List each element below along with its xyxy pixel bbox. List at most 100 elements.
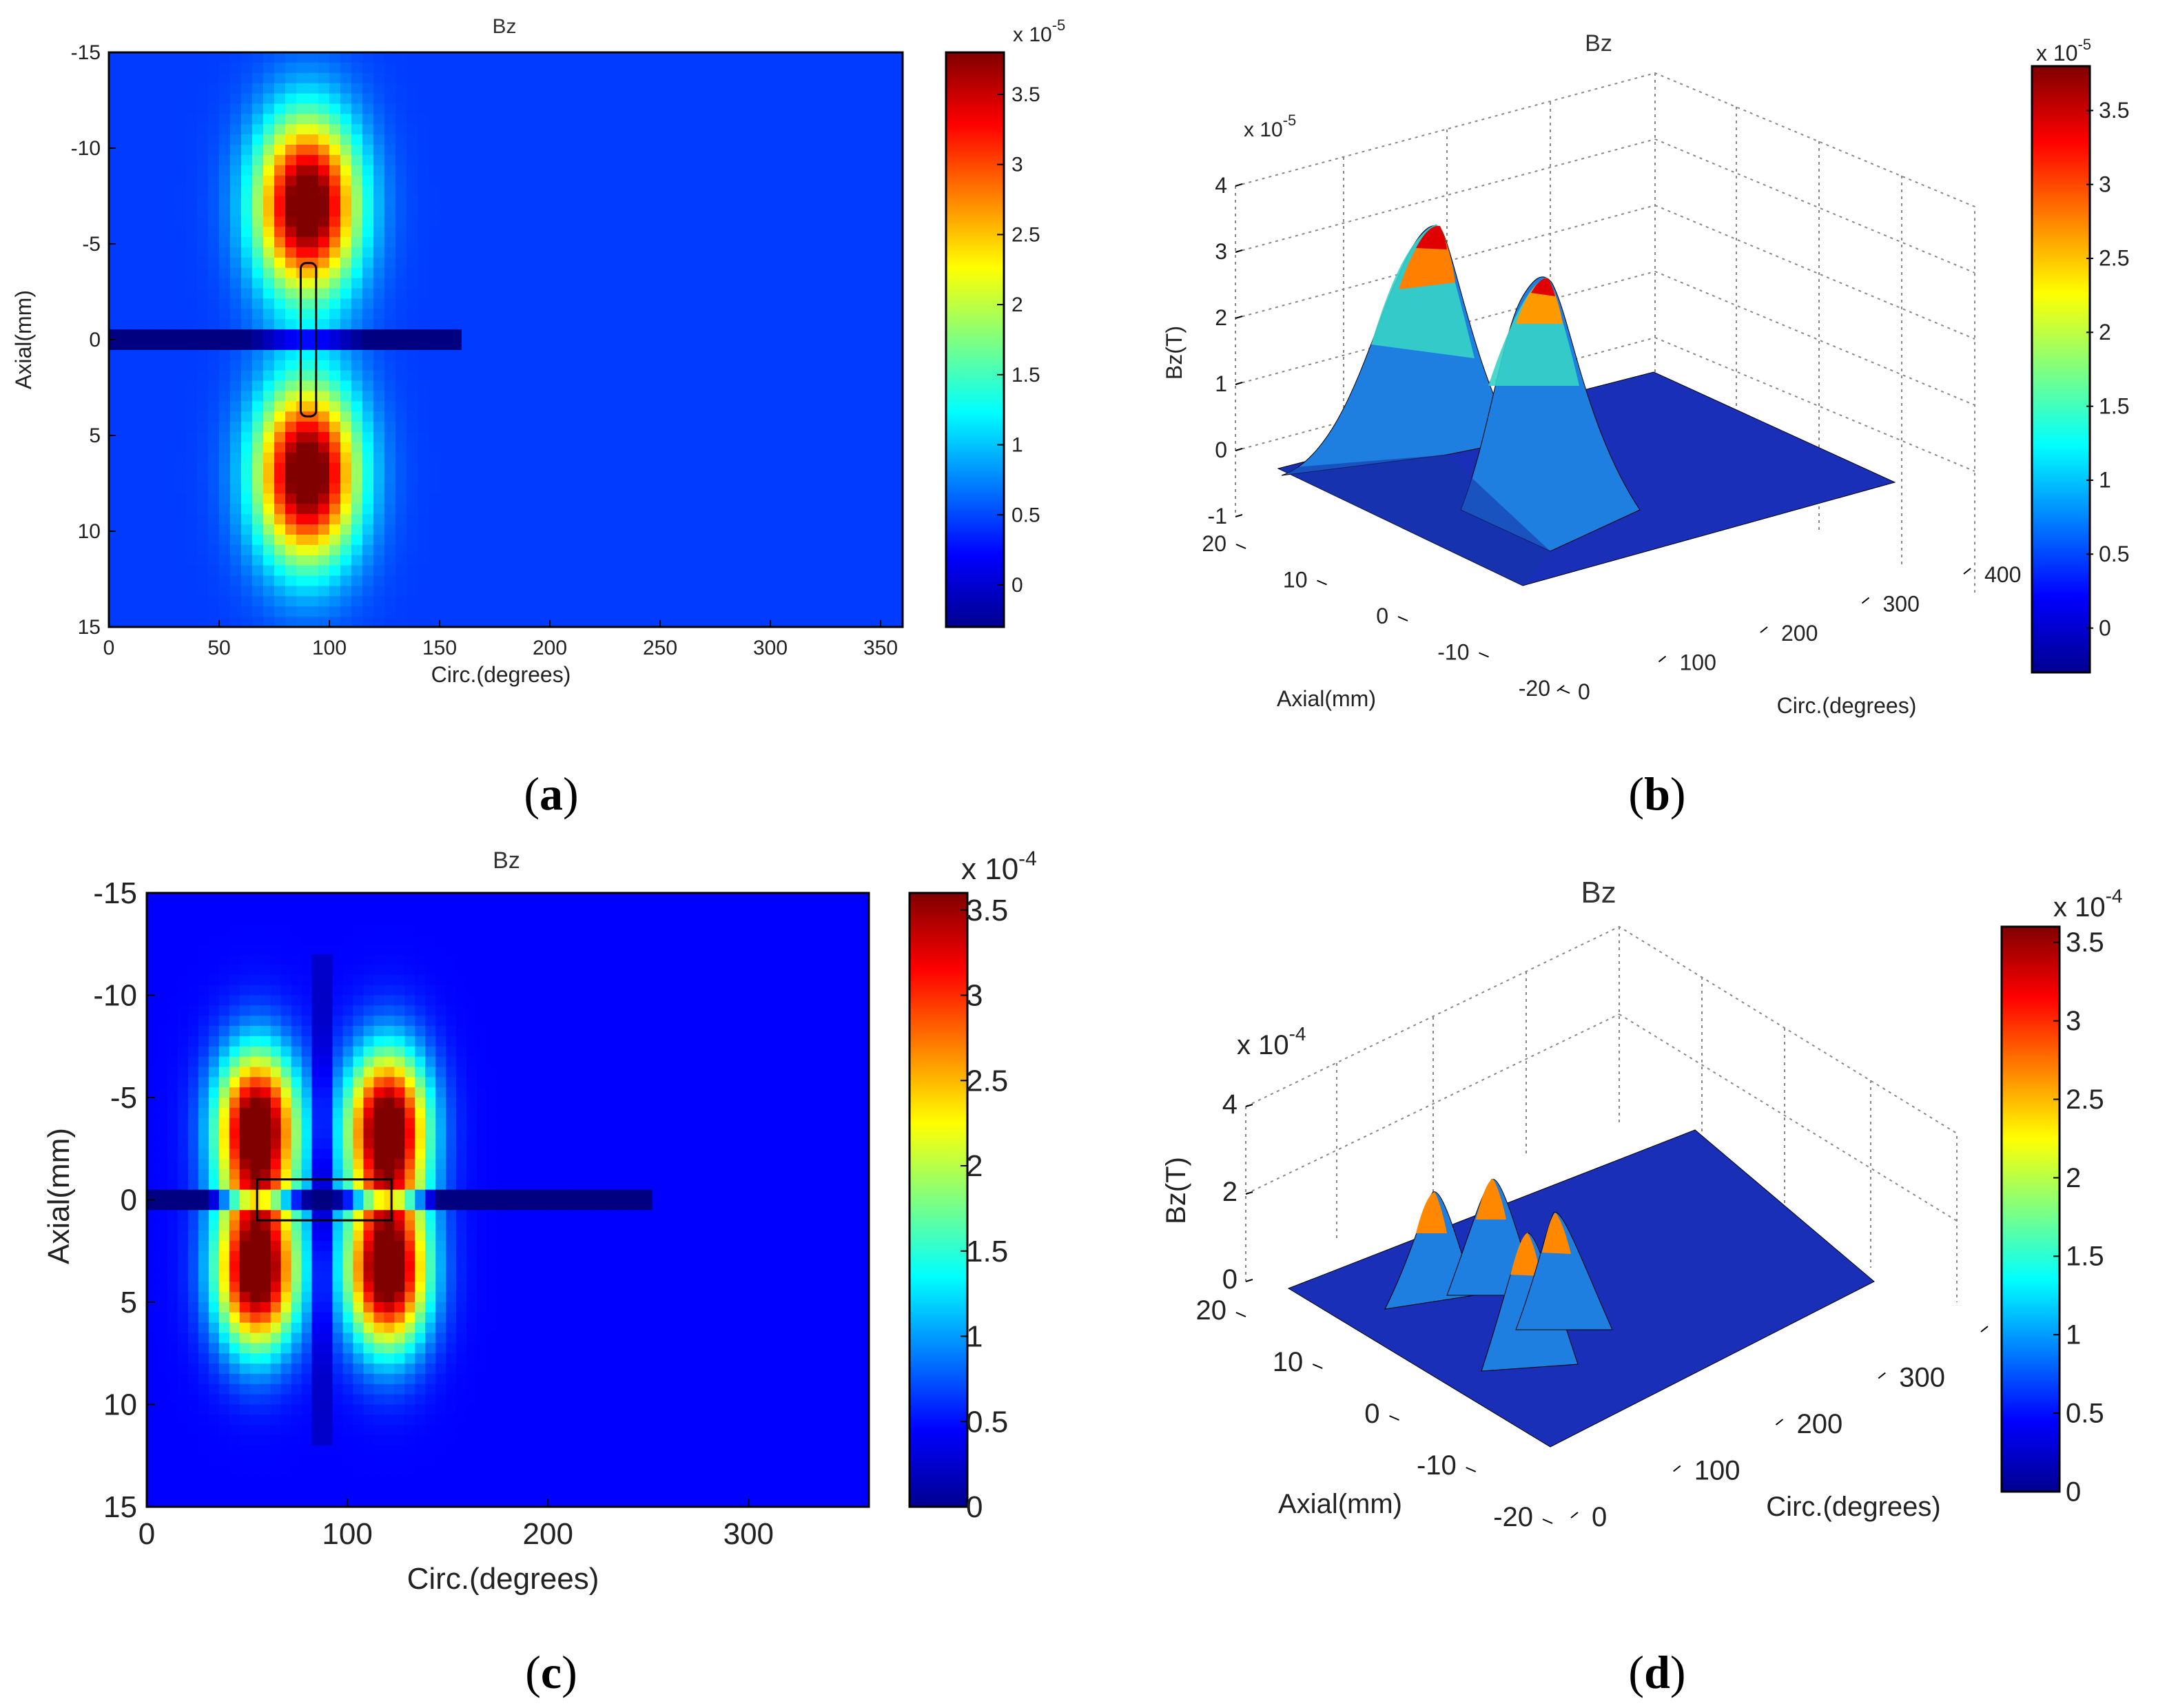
a-heat-cell bbox=[473, 154, 484, 166]
a-heat-cell bbox=[836, 514, 848, 525]
c-heat-cell bbox=[404, 1005, 416, 1016]
a-heat-cell bbox=[473, 278, 484, 289]
a-heat-cell bbox=[848, 329, 859, 340]
a-heat-cell bbox=[142, 83, 154, 94]
a-heat-cell bbox=[726, 165, 738, 176]
a-heat-cell bbox=[186, 411, 198, 422]
a-heat-cell bbox=[362, 145, 374, 156]
a-heat-cell bbox=[131, 72, 143, 84]
a-heat-cell bbox=[660, 165, 672, 176]
a-heat-cell bbox=[362, 360, 374, 371]
a-heat-cell bbox=[638, 319, 650, 330]
c-heat-cell bbox=[322, 974, 333, 986]
a-heat-cell bbox=[693, 462, 705, 474]
a-heat-cell bbox=[737, 257, 749, 269]
a-heat-cell bbox=[704, 514, 716, 525]
c-heat-cell bbox=[322, 1005, 333, 1016]
a-heat-cell bbox=[285, 227, 297, 238]
a-heat-cell bbox=[859, 340, 870, 351]
a-heat-cell bbox=[495, 206, 506, 218]
a-heat-cell bbox=[737, 401, 749, 413]
a-heat-cell bbox=[484, 340, 495, 351]
a-heat-cell bbox=[881, 319, 892, 330]
a-heat-cell bbox=[318, 462, 330, 474]
a-heat-cell bbox=[517, 185, 528, 197]
a-heat-cell bbox=[561, 206, 573, 218]
a-heat-cell bbox=[329, 93, 341, 105]
a-heat-cell bbox=[329, 309, 341, 320]
a-heat-cell bbox=[208, 483, 220, 495]
a-heat-cell bbox=[418, 175, 429, 187]
a-heat-cell bbox=[759, 606, 771, 617]
a-heat-cell bbox=[362, 391, 374, 402]
a-heat-cell bbox=[572, 565, 584, 577]
a-heat-cell bbox=[528, 340, 540, 351]
a-heat-cell bbox=[704, 452, 716, 464]
a-heat-cell bbox=[484, 380, 495, 392]
a-heat-cell bbox=[693, 391, 705, 402]
c-heat-cell bbox=[177, 913, 189, 925]
a-heat-cell bbox=[748, 586, 760, 597]
a-heat-cell bbox=[605, 237, 617, 248]
a-heat-cell bbox=[351, 114, 363, 125]
a-heat-cell bbox=[164, 401, 176, 413]
c-heat-cell bbox=[693, 1005, 705, 1016]
a-heat-cell bbox=[671, 391, 683, 402]
a-heat-cell bbox=[836, 124, 848, 135]
a-heat-cell bbox=[638, 411, 650, 422]
c-heat-cell bbox=[466, 995, 477, 1007]
a-heat-cell bbox=[208, 462, 220, 474]
c-heat-cell bbox=[621, 923, 633, 935]
a-heat-cell bbox=[142, 227, 154, 238]
c-heat-cell bbox=[353, 923, 364, 935]
c-heat-cell bbox=[291, 934, 302, 945]
a-heat-cell bbox=[285, 309, 297, 320]
a-heat-cell bbox=[252, 154, 264, 166]
a-heat-cell bbox=[649, 401, 661, 413]
a-heat-cell bbox=[142, 586, 154, 597]
a-heat-cell bbox=[748, 247, 760, 258]
a-heat-cell bbox=[208, 165, 220, 176]
a-heat-cell bbox=[770, 83, 782, 94]
a-heat-cell bbox=[495, 185, 506, 197]
a-heat-cell bbox=[109, 227, 121, 238]
c-heat-cell bbox=[579, 954, 591, 965]
z-tick-label: 4 bbox=[1215, 173, 1227, 198]
a-heat-cell bbox=[186, 309, 198, 320]
a-heat-cell bbox=[241, 473, 253, 484]
c-heat-cell bbox=[301, 913, 313, 925]
a-heat-cell bbox=[340, 319, 352, 330]
a-heat-cell bbox=[252, 514, 264, 525]
c-heat-cell bbox=[466, 965, 477, 976]
c-heat-cell bbox=[270, 893, 282, 904]
c-heat-cell bbox=[394, 913, 406, 925]
a-heat-cell bbox=[517, 349, 528, 361]
a-heat-cell bbox=[803, 535, 815, 546]
a-heat-cell bbox=[396, 267, 407, 279]
a-heat-cell bbox=[825, 329, 837, 340]
a-heat-cell bbox=[726, 319, 738, 330]
a-heat-cell bbox=[528, 380, 540, 392]
a-heat-cell bbox=[627, 83, 639, 94]
a-heat-cell bbox=[892, 62, 903, 74]
a-heat-cell bbox=[572, 360, 584, 371]
a-heat-cell bbox=[473, 93, 484, 105]
a-heat-cell bbox=[340, 185, 352, 197]
a-heat-cell bbox=[384, 380, 396, 392]
a-heat-cell bbox=[792, 257, 804, 269]
c-heat-cell bbox=[559, 974, 571, 986]
a-heat-cell bbox=[583, 329, 595, 340]
a-heat-cell bbox=[892, 329, 903, 340]
a-heat-cell bbox=[759, 380, 771, 392]
a-heat-cell bbox=[770, 422, 782, 433]
a-heat-cell bbox=[561, 185, 573, 197]
a-heat-cell bbox=[748, 72, 760, 84]
a-heat-cell bbox=[263, 145, 275, 156]
z-tick-mark bbox=[1235, 382, 1243, 385]
a-heat-cell bbox=[517, 257, 528, 269]
a-heat-cell bbox=[660, 185, 672, 197]
a-heat-cell bbox=[528, 401, 540, 413]
a-heat-cell bbox=[109, 370, 121, 382]
c-heat-cell bbox=[177, 974, 189, 986]
a-heat-cell bbox=[660, 257, 672, 269]
